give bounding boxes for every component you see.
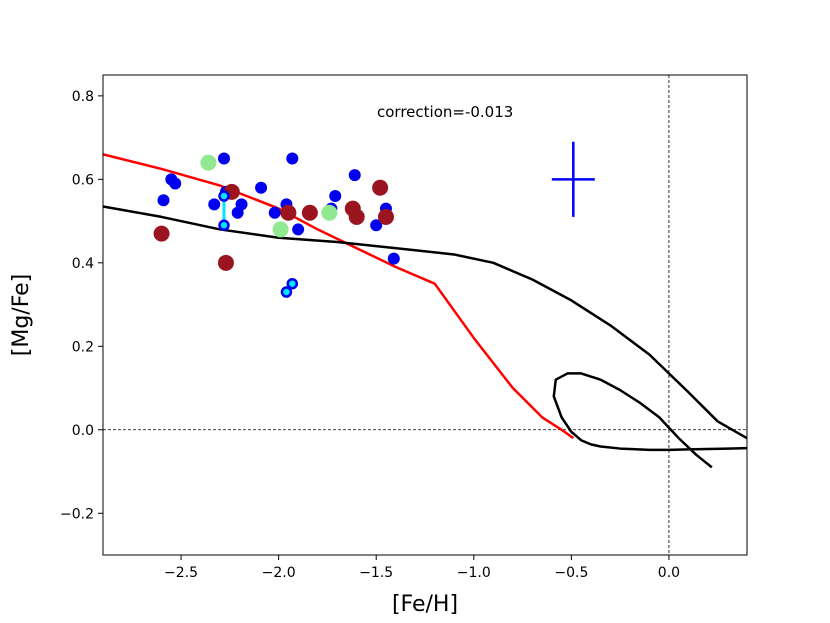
linked-pair-point: [218, 219, 230, 232]
data-point-series-3: [200, 154, 217, 171]
data-point-series-1: [169, 177, 182, 190]
data-point-series-1: [370, 219, 383, 232]
data-point-series-2: [372, 179, 389, 196]
linked-pair-point: [286, 277, 299, 290]
data-point-series-1: [292, 223, 305, 236]
data-point-series-2: [301, 204, 318, 221]
x-axis-ticks: −2.5 −2.0 −1.5 −1.0 −0.5 0.0: [164, 555, 680, 581]
data-point-series-1: [268, 206, 281, 219]
data-point-series-2: [348, 208, 365, 225]
reference-lines-layer: [103, 75, 747, 555]
data-point-series-1: [387, 252, 400, 265]
y-axis-ticks: −0.2 0.0 0.2 0.4 0.6 0.8: [60, 89, 103, 522]
model-line-1: [103, 153, 575, 440]
linked-pair-point: [280, 286, 293, 298]
data-point-series-1: [255, 181, 268, 194]
correction-annotation: correction=-0.013: [377, 103, 513, 121]
x-tick-label: −2.0: [262, 565, 296, 581]
x-tick-label: −1.0: [457, 565, 491, 581]
data-point-series-2: [377, 208, 394, 225]
data-point-series-1: [329, 190, 342, 203]
y-axis-label: [Mg/Fe]: [9, 274, 34, 357]
data-point-series-2: [280, 204, 297, 221]
y-tick-label: −0.2: [60, 506, 94, 522]
data-point-series-1: [348, 169, 361, 182]
x-tick-label: −0.5: [554, 565, 588, 581]
x-tick-label: −2.5: [164, 565, 198, 581]
y-tick-label: 0.0: [72, 423, 94, 439]
data-point-series-3: [272, 221, 289, 238]
data-point-series-2: [217, 254, 234, 271]
data-point-series-1: [157, 194, 170, 207]
model-lines-layer: [103, 153, 747, 469]
linked-pair-point: [218, 190, 230, 202]
model-line-2: [103, 205, 747, 440]
data-point-series-1: [217, 152, 230, 165]
x-tick-label: 0.0: [658, 565, 680, 581]
y-tick-label: 0.8: [72, 89, 94, 105]
data-point-series-1: [286, 152, 299, 165]
x-tick-label: −1.5: [359, 565, 393, 581]
data-point-series-1: [208, 198, 221, 211]
y-tick-label: 0.4: [72, 256, 94, 272]
data-points-layer: [153, 152, 400, 298]
plot-frame: [102, 74, 748, 556]
data-point-series-2: [153, 225, 170, 242]
x-axis-label: [Fe/H]: [392, 592, 458, 617]
model-line-3: [552, 372, 747, 469]
data-point-series-3: [321, 204, 338, 221]
error-bar-layer: [551, 141, 595, 217]
y-tick-label: 0.6: [72, 172, 94, 188]
y-tick-label: 0.2: [72, 339, 94, 355]
data-point-series-1: [235, 198, 248, 211]
